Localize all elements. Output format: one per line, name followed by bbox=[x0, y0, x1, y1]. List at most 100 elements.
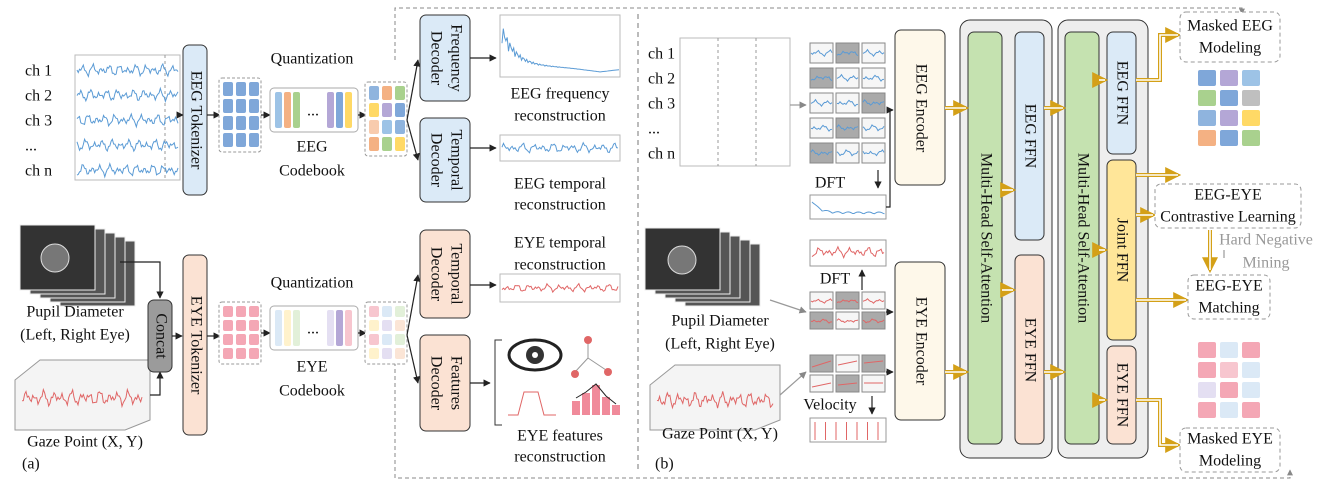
token bbox=[382, 334, 392, 345]
label: Velocity bbox=[803, 397, 856, 414]
label: Quantization bbox=[271, 275, 354, 292]
token bbox=[236, 133, 246, 147]
label: (b) bbox=[655, 456, 674, 473]
label: Gaze Point (X, Y) bbox=[27, 434, 143, 451]
token bbox=[369, 86, 379, 100]
token bbox=[1220, 110, 1238, 126]
channel-label: ch 2 bbox=[25, 88, 52, 105]
label: Quantization bbox=[271, 51, 354, 68]
label: reconstruction bbox=[514, 449, 606, 466]
channel-label: ch 3 bbox=[25, 113, 52, 130]
token bbox=[395, 86, 405, 100]
label: reconstruction bbox=[514, 108, 606, 125]
label: Decoder bbox=[427, 133, 444, 188]
arrow bbox=[150, 372, 160, 395]
label: EEG frequency bbox=[510, 86, 609, 103]
label: Contrastive Learning bbox=[1160, 209, 1296, 226]
token bbox=[1242, 382, 1260, 398]
graph-node bbox=[571, 370, 579, 378]
token bbox=[369, 306, 379, 317]
token bbox=[1198, 342, 1216, 358]
label: Temporal bbox=[447, 243, 464, 305]
code-vector bbox=[275, 92, 282, 128]
label: Codebook bbox=[279, 383, 345, 400]
patch bbox=[862, 312, 885, 329]
token bbox=[236, 306, 246, 317]
hist-bar bbox=[612, 405, 620, 415]
token bbox=[1198, 382, 1216, 398]
label: EEG-EYE bbox=[1194, 187, 1262, 204]
token bbox=[1220, 342, 1238, 358]
token bbox=[382, 320, 392, 331]
label: Concat bbox=[152, 313, 169, 359]
patch bbox=[862, 118, 885, 138]
token bbox=[236, 82, 246, 96]
token bbox=[236, 348, 246, 359]
label: Decoder bbox=[427, 356, 444, 411]
label: reconstruction bbox=[514, 257, 606, 274]
box bbox=[810, 240, 886, 266]
token bbox=[1242, 110, 1260, 126]
token bbox=[395, 137, 405, 151]
code-vector bbox=[284, 310, 291, 346]
token bbox=[223, 116, 233, 130]
code-vector bbox=[284, 92, 291, 128]
label: Modeling bbox=[1199, 40, 1261, 57]
token bbox=[249, 306, 259, 317]
label: EEG-EYE bbox=[1195, 278, 1263, 295]
label: (a) bbox=[22, 456, 40, 473]
hist-bar bbox=[592, 385, 600, 415]
label: Pupil Diameter bbox=[671, 313, 769, 330]
channel-label: ch 1 bbox=[648, 46, 675, 63]
box bbox=[680, 38, 790, 166]
code-vector bbox=[293, 310, 300, 346]
label: ... bbox=[307, 103, 319, 120]
token bbox=[1220, 130, 1238, 146]
token bbox=[1198, 70, 1216, 86]
token bbox=[249, 82, 259, 96]
label: Multi-Head Self-Attention bbox=[977, 153, 994, 323]
label: Gaze Point (X, Y) bbox=[662, 426, 778, 443]
token bbox=[1242, 90, 1260, 106]
code-vector bbox=[293, 92, 300, 128]
label: Masked EEG bbox=[1187, 18, 1273, 35]
hist-bar bbox=[602, 397, 610, 415]
channel-label: ch n bbox=[25, 163, 52, 180]
label: EYE Encoder bbox=[912, 297, 929, 386]
pupil bbox=[668, 246, 696, 274]
token bbox=[249, 320, 259, 331]
token bbox=[1198, 110, 1216, 126]
label: EYE temporal bbox=[514, 235, 607, 252]
token bbox=[382, 348, 392, 359]
label: Codebook bbox=[279, 163, 345, 180]
graph-node bbox=[604, 368, 612, 376]
token bbox=[1198, 130, 1216, 146]
box bbox=[500, 15, 620, 77]
token bbox=[1220, 402, 1238, 418]
label: Features bbox=[447, 356, 464, 410]
token bbox=[382, 86, 392, 100]
patch bbox=[862, 355, 885, 372]
label: reconstruction bbox=[514, 197, 606, 214]
label: Matching bbox=[1198, 300, 1259, 317]
label: Frequency bbox=[447, 24, 464, 92]
token bbox=[395, 120, 405, 134]
page: { "panel_a": { "label": "(a)", "eeg_chan… bbox=[0, 0, 1336, 485]
channel-label: ch 1 bbox=[25, 63, 52, 80]
token bbox=[395, 334, 405, 345]
token bbox=[369, 103, 379, 117]
token bbox=[223, 306, 233, 317]
label: EYE bbox=[296, 359, 327, 376]
distribution bbox=[508, 392, 556, 415]
box bbox=[500, 135, 620, 161]
channel-label: ... bbox=[648, 121, 660, 138]
hist-bar bbox=[582, 393, 590, 415]
token bbox=[249, 99, 259, 113]
label: EEG FFN bbox=[1113, 61, 1130, 126]
box bbox=[75, 55, 180, 180]
token bbox=[395, 320, 405, 331]
label: Temporal bbox=[447, 129, 464, 191]
token bbox=[1242, 362, 1260, 378]
token bbox=[395, 103, 405, 117]
token bbox=[223, 348, 233, 359]
